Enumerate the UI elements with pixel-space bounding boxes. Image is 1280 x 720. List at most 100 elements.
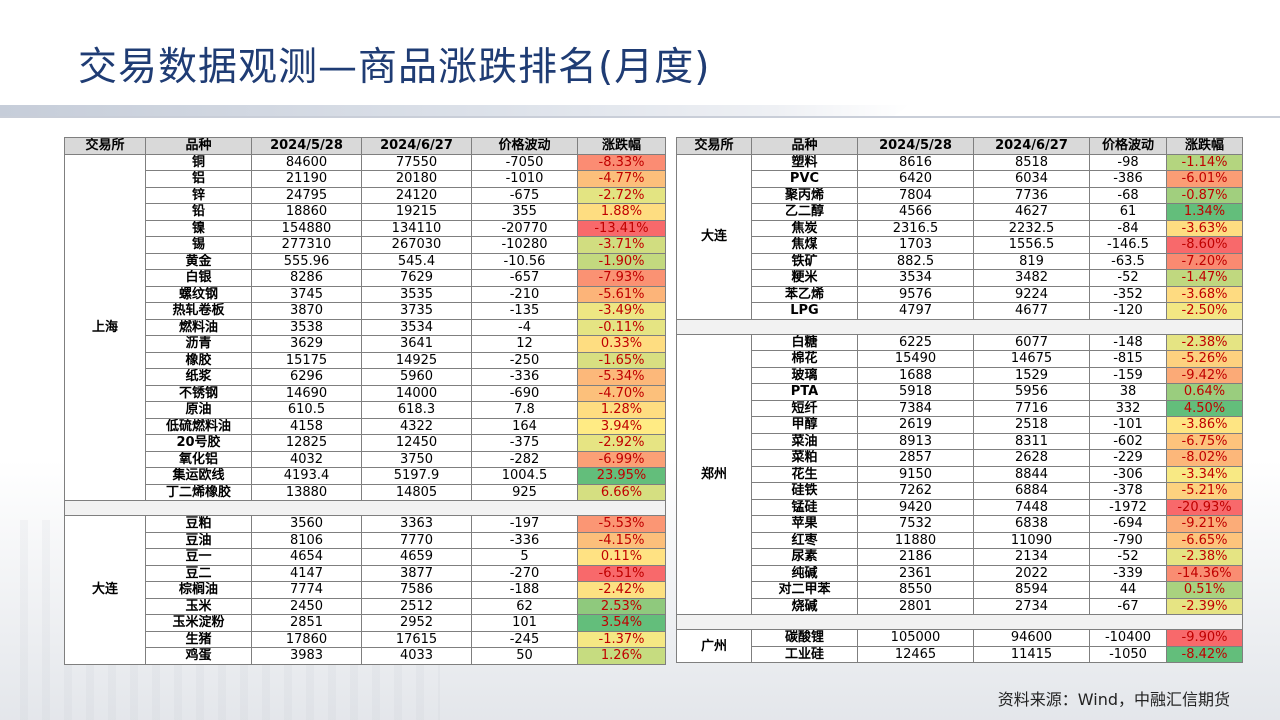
table-row: 聚丙烯 7804 7736 -68 -0.87% <box>677 186 1243 204</box>
price-change-cell: -197 <box>471 515 578 533</box>
pct-change-cell: -8.02% <box>1166 449 1243 467</box>
pct-change-cell: 0.51% <box>1166 581 1243 599</box>
pct-change-cell: -1.90% <box>577 252 666 270</box>
price-change-cell: -4 <box>471 318 578 336</box>
price-date2-cell: 6034 <box>973 170 1090 188</box>
price-date2-cell: 17615 <box>361 630 472 648</box>
table-row: 广州 碳酸锂 105000 94600 -10400 -9.90% <box>676 629 1243 663</box>
pct-change-cell: -1.14% <box>1166 153 1243 171</box>
variety-cell: 铁矿 <box>751 252 858 270</box>
pct-change-cell: -9.90% <box>1166 629 1243 647</box>
price-date2-cell: 14925 <box>361 351 472 369</box>
price-date1-cell: 7804 <box>857 186 974 204</box>
variety-cell: 甲醇 <box>751 416 858 434</box>
price-change-cell: 101 <box>471 614 578 632</box>
price-change-cell: 12 <box>471 335 578 353</box>
exchange-cell: 大连 <box>64 515 146 665</box>
price-change-cell: -1972 <box>1089 498 1167 516</box>
price-date2-cell: 9224 <box>973 285 1090 303</box>
pct-change-cell: -0.87% <box>1166 186 1243 204</box>
price-change-cell: -188 <box>471 581 578 599</box>
table-row: 花生 9150 8844 -306 -3.34% <box>677 465 1243 483</box>
price-change-cell: -10400 <box>1089 629 1167 647</box>
table-row: 鸡蛋 3983 4033 50 1.26% <box>65 647 666 665</box>
price-date1-cell: 4654 <box>251 548 362 566</box>
variety-cell: 豆粕 <box>145 515 252 533</box>
price-change-cell: 50 <box>471 647 578 665</box>
variety-cell: 豆油 <box>145 531 252 549</box>
table-row: 郑州 白糖 6225 6077 -148 -2.38% <box>676 333 1243 615</box>
price-change-cell: -135 <box>471 302 578 320</box>
pct-change-cell: -1.65% <box>577 351 666 369</box>
pct-change-cell: -3.71% <box>577 236 666 254</box>
price-date2-cell: 4033 <box>361 647 472 665</box>
variety-cell: 铝 <box>145 170 252 188</box>
price-date1-cell: 2316.5 <box>857 219 974 237</box>
price-date2-cell: 267030 <box>361 236 472 254</box>
table-row: 燃料油 3538 3534 -4 -0.11% <box>65 318 666 336</box>
price-change-cell: 1004.5 <box>471 467 578 485</box>
price-date1-cell: 3534 <box>857 269 974 287</box>
table-row: 菜油 8913 8311 -602 -6.75% <box>677 432 1243 450</box>
pct-change-cell: -3.34% <box>1166 465 1243 483</box>
price-date2-cell: 7716 <box>973 399 1090 417</box>
price-date2-cell: 3363 <box>361 515 472 533</box>
variety-cell: 玉米 <box>145 597 252 615</box>
price-change-cell: -336 <box>471 531 578 549</box>
price-change-cell: 61 <box>1089 203 1167 221</box>
price-date2-cell: 2022 <box>973 564 1090 582</box>
price-date1-cell: 6296 <box>251 368 362 386</box>
group-separator-row <box>676 614 1243 630</box>
price-date1-cell: 3538 <box>251 318 362 336</box>
pct-change-cell: -4.70% <box>577 384 666 402</box>
variety-cell: 尿素 <box>751 548 858 566</box>
exchange-cell: 上海 <box>64 153 146 501</box>
table-row: 豆二 4147 3877 -270 -6.51% <box>65 564 666 582</box>
price-date1-cell: 277310 <box>251 236 362 254</box>
price-change-cell: -229 <box>1089 449 1167 467</box>
price-change-cell: -52 <box>1089 548 1167 566</box>
price-change-cell: -602 <box>1089 432 1167 450</box>
price-date1-cell: 9420 <box>857 498 974 516</box>
price-change-cell: -63.5 <box>1089 252 1167 270</box>
pct-change-cell: -0.11% <box>577 318 666 336</box>
pct-change-cell: 6.66% <box>577 483 666 501</box>
pct-change-cell: -5.34% <box>577 368 666 386</box>
pct-change-cell: 0.11% <box>577 548 666 566</box>
variety-cell: 塑料 <box>751 153 858 171</box>
price-date2-cell: 1529 <box>973 366 1090 384</box>
price-date2-cell: 8844 <box>973 465 1090 483</box>
price-change-cell: 332 <box>1089 399 1167 417</box>
price-date2-cell: 3482 <box>973 269 1090 287</box>
variety-cell: 红枣 <box>751 531 858 549</box>
price-date1-cell: 14690 <box>251 384 362 402</box>
variety-cell: 对二甲苯 <box>751 581 858 599</box>
variety-cell: 豆一 <box>145 548 252 566</box>
variety-cell: 纸浆 <box>145 368 252 386</box>
price-date1-cell: 15175 <box>251 351 362 369</box>
price-date2-cell: 4659 <box>361 548 472 566</box>
price-date1-cell: 12465 <box>857 645 974 663</box>
table-header-row: 交易所 品种 2024/5/28 2024/6/27 价格波动 涨跌幅 <box>676 137 1243 155</box>
pct-change-cell: -4.15% <box>577 531 666 549</box>
price-change-cell: -1010 <box>471 170 578 188</box>
pct-change-cell: 0.64% <box>1166 383 1243 401</box>
header-pct: 涨跌幅 <box>577 137 666 155</box>
price-change-cell: -67 <box>1089 597 1167 615</box>
table-row: 焦炭 2316.5 2232.5 -84 -3.63% <box>677 219 1243 237</box>
price-date1-cell: 11880 <box>857 531 974 549</box>
variety-cell: 锡 <box>145 236 252 254</box>
variety-cell: 生猪 <box>145 630 252 648</box>
separator-cell <box>676 318 1243 335</box>
price-date1-cell: 21190 <box>251 170 362 188</box>
price-date1-cell: 3983 <box>251 647 362 665</box>
table-row: 乙二醇 4566 4627 61 1.34% <box>677 203 1243 221</box>
header-date2: 2024/6/27 <box>361 137 472 155</box>
price-date2-cell: 618.3 <box>361 401 472 419</box>
variety-cell: 短纤 <box>751 399 858 417</box>
variety-cell: 白银 <box>145 269 252 287</box>
pct-change-cell: -2.50% <box>1166 302 1243 320</box>
table-row: 纸浆 6296 5960 -336 -5.34% <box>65 368 666 386</box>
price-date2-cell: 11090 <box>973 531 1090 549</box>
price-change-cell: -306 <box>1089 465 1167 483</box>
